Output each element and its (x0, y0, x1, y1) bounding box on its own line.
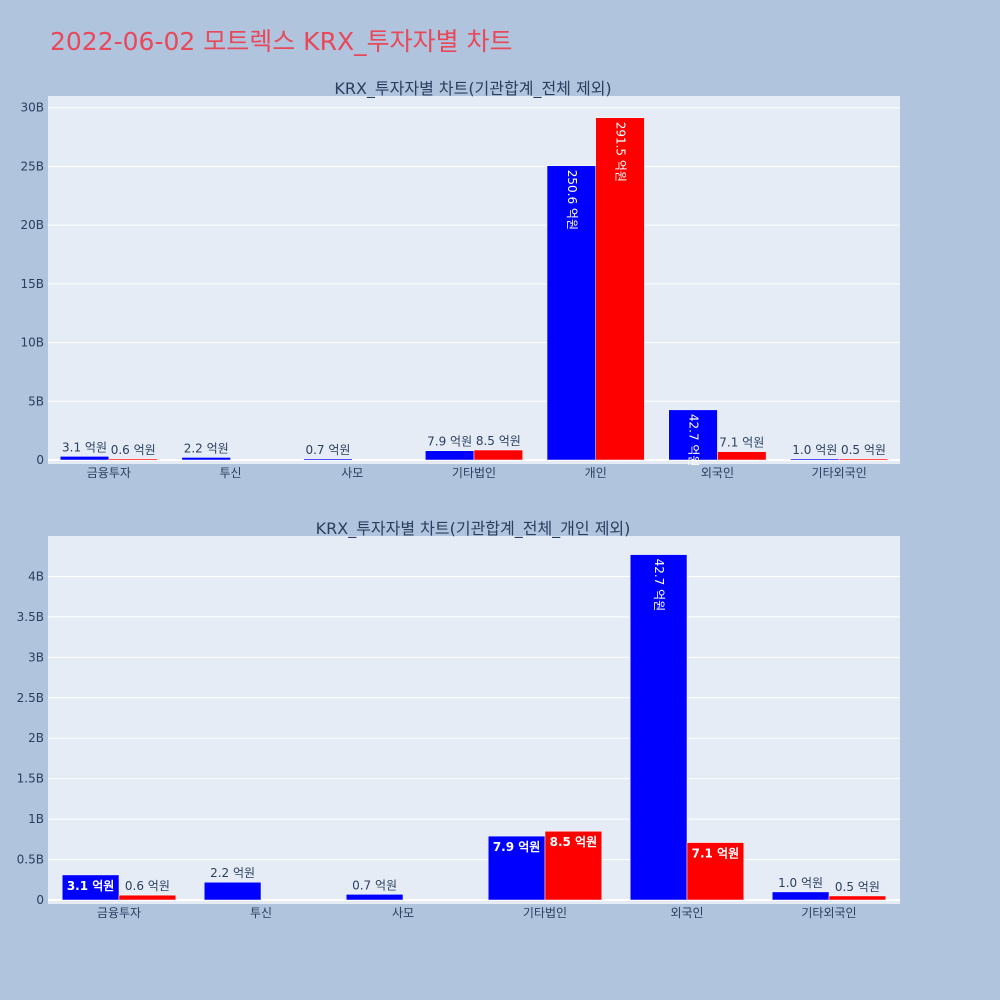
y-tick-label: 10B (20, 336, 44, 350)
plot-area (48, 96, 900, 464)
bar-series-a (771, 891, 830, 901)
data-label: 8.5 억원 (550, 835, 598, 849)
y-tick-label: 15B (20, 277, 44, 291)
bar-series-b (118, 894, 177, 901)
y-tick-label: 0.5B (17, 853, 44, 867)
x-tick-label: 금융투자 (97, 906, 141, 920)
bar-series-b (838, 458, 889, 461)
page-title: 2022-06-02 모트렉스 KRX_투자자별 차트 (50, 27, 513, 56)
data-label: 291.5 억원 (614, 122, 628, 182)
bar-series-b (108, 458, 158, 461)
y-tick-label: 2B (28, 731, 44, 745)
bar-series-a (546, 165, 596, 461)
bar-series-b (717, 451, 767, 461)
bar-series-b (473, 449, 523, 461)
bar-series-b (544, 830, 603, 901)
bar-series-a (181, 457, 231, 461)
x-tick-label: 사모 (392, 906, 414, 920)
chart-title: KRX_투자자별 차트(기관합계_전체 제외) (334, 79, 611, 99)
data-label: 7.1 억원 (692, 847, 740, 861)
chart-bottom: 0 0.5B 1B 1.5B 2B 2.5B 3B 3.5B 4B KRX_투자자별 차트(기관합… (17, 519, 900, 920)
data-label: 7.1 억원 (719, 436, 764, 450)
x-tick-label: 기타외국인 (801, 906, 856, 920)
x-tick-label: 투신 (220, 466, 242, 480)
data-label: 0.5 억원 (835, 880, 880, 894)
y-tick-label: 1.5B (17, 772, 44, 786)
bar-series-b (686, 842, 745, 901)
y-tick-label: 1B (28, 812, 44, 826)
data-label: 42.7 억원 (652, 559, 666, 612)
y-tick-label: 30B (20, 101, 44, 115)
y-tick-label: 0 (36, 893, 44, 907)
x-tick-label: 기타외국인 (812, 466, 867, 480)
data-label: 2.2 억원 (210, 866, 255, 880)
bar-series-a (425, 450, 475, 461)
chart-top: 0 5B 10B 15B 20B 25B 30B KRX_투자자별 차트(기관합계_전체 제외… (20, 79, 900, 480)
x-tick-label: 금융투자 (87, 466, 131, 480)
bar-series-a (629, 554, 688, 901)
y-tick-label: 4B (28, 569, 44, 583)
bar-series-a (487, 835, 546, 901)
data-label: 3.1 억원 (62, 440, 107, 454)
data-label: 7.9 억원 (493, 840, 541, 854)
data-label: 8.5 억원 (476, 434, 521, 448)
y-tick-label: 3.5B (17, 610, 44, 624)
data-label: 0.7 억원 (305, 443, 350, 457)
data-label: 0.5 억원 (841, 443, 886, 457)
data-label: 0.6 억원 (125, 879, 170, 893)
y-tick-label: 5B (28, 394, 44, 408)
bar-series-a (790, 458, 840, 461)
data-label: 1.0 억원 (778, 876, 823, 890)
x-tick-label: 사모 (341, 466, 363, 480)
y-tick-label: 20B (20, 218, 44, 232)
data-label: 42.7 억원 (687, 414, 701, 467)
chart-title: KRX_투자자별 차트(기관합계_전체_개인 제외) (316, 519, 631, 539)
data-label: 3.1 억원 (67, 879, 115, 893)
bar-series-a (203, 881, 262, 901)
x-tick-label: 투신 (250, 906, 272, 920)
y-tick-label: 25B (20, 159, 44, 173)
bar-series-a (303, 458, 353, 461)
bar-series-a (668, 409, 718, 461)
x-tick-label: 개인 (585, 466, 607, 480)
data-label: 7.9 억원 (427, 435, 472, 449)
x-tick-label: 기타법인 (452, 466, 496, 480)
data-label: 2.2 억원 (184, 441, 229, 455)
y-tick-label: 3B (28, 650, 44, 664)
bar-series-b (595, 117, 645, 461)
data-label: 0.7 억원 (352, 878, 397, 892)
bar-series-a (345, 894, 404, 901)
bar-series-b (828, 895, 887, 901)
y-tick-label: 0 (36, 453, 44, 467)
plot-area (48, 536, 900, 904)
data-label: 250.6 억원 (565, 170, 579, 230)
y-tick-label: 2.5B (17, 691, 44, 705)
bar-series-a (59, 456, 110, 461)
x-tick-label: 기타법인 (523, 906, 567, 920)
x-tick-label: 외국인 (670, 906, 703, 920)
data-label: 1.0 억원 (792, 443, 837, 457)
data-label: 0.6 억원 (111, 443, 156, 457)
x-tick-label: 외국인 (701, 466, 734, 480)
bar-series-a (61, 874, 120, 901)
